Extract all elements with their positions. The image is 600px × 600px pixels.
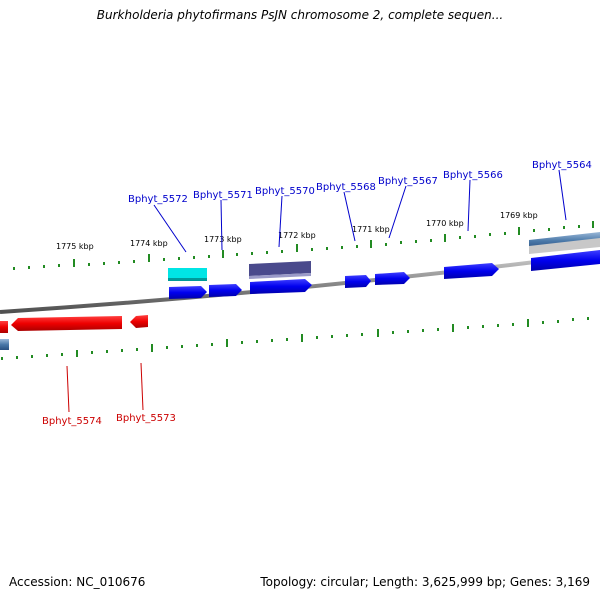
gene-label-top[interactable]: Bphyt_5566 xyxy=(443,170,503,181)
gene-label-top[interactable]: Bphyt_5571 xyxy=(193,190,253,201)
gene-label-bottom[interactable]: Bphyt_5574 xyxy=(42,416,102,427)
scale-track-top xyxy=(13,221,594,270)
gene-arrow-reverse[interactable] xyxy=(0,321,8,333)
gene-arrow-forward[interactable] xyxy=(209,284,242,297)
kbp-label: 1769 kbp xyxy=(500,211,538,220)
feature-steel-left[interactable] xyxy=(0,339,9,350)
scale-track-bottom xyxy=(1,317,589,360)
leader-lines-bottom xyxy=(66,362,144,413)
gene-label-top[interactable]: Bphyt_5572 xyxy=(128,194,188,205)
gene-arrow-forward[interactable] xyxy=(444,263,499,279)
kbp-label: 1772 kbp xyxy=(278,231,316,240)
kbp-label: 1773 kbp xyxy=(204,235,242,244)
gene-arrow-reverse[interactable] xyxy=(130,315,148,328)
accession-text: Accession: NC_010676 xyxy=(9,575,146,589)
gene-label-bottom[interactable]: Bphyt_5573 xyxy=(116,413,176,424)
gene-arrow-reverse[interactable] xyxy=(11,316,122,331)
gene-label-top[interactable]: Bphyt_5570 xyxy=(255,186,315,197)
feature-gray-band xyxy=(529,238,600,254)
topology-stats-text: Topology: circular; Length: 3,625,999 bp… xyxy=(260,575,590,589)
leader-lines-top xyxy=(153,169,567,253)
gene-arrow-forward[interactable] xyxy=(169,286,207,299)
gene-arrow-forward[interactable] xyxy=(375,272,410,285)
gene-arrow-forward[interactable] xyxy=(531,250,600,271)
gene-label-top[interactable]: Bphyt_5567 xyxy=(378,176,438,187)
map-title: Burkholderia phytofirmans PsJN chromosom… xyxy=(96,8,504,22)
feature-slate[interactable] xyxy=(249,261,311,276)
kbp-label: 1774 kbp xyxy=(130,239,168,248)
gene-arrow-forward[interactable] xyxy=(345,275,371,288)
feature-cyan[interactable] xyxy=(168,268,207,280)
kbp-label: 1771 kbp xyxy=(352,225,390,234)
kbp-label: 1770 kbp xyxy=(426,219,464,228)
gene-label-top[interactable]: Bphyt_5568 xyxy=(316,182,376,193)
feature-cyan-shade xyxy=(168,278,207,281)
gene-arrow-forward[interactable] xyxy=(250,279,312,294)
gene-label-top[interactable]: Bphyt_5564 xyxy=(532,160,592,171)
feature-slate-shade xyxy=(249,273,311,279)
kbp-label: 1775 kbp xyxy=(56,242,94,251)
